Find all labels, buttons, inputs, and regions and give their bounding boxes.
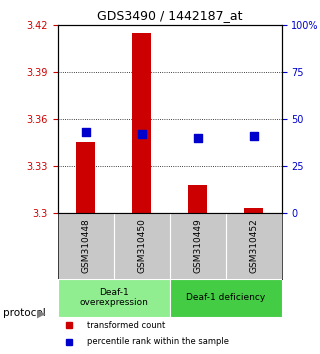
Bar (76, 142, 95, 213)
Bar (244, 208, 263, 213)
Bar (132, 33, 151, 213)
Point (195, 135, 200, 141)
Point (83, 129, 88, 135)
Text: GSM310450: GSM310450 (137, 218, 146, 273)
Bar (188, 185, 207, 213)
Title: GDS3490 / 1442187_at: GDS3490 / 1442187_at (97, 9, 242, 22)
FancyBboxPatch shape (58, 279, 170, 316)
Text: GSM310448: GSM310448 (81, 219, 90, 273)
Text: Deaf-1 deficiency: Deaf-1 deficiency (186, 293, 265, 302)
Text: GSM310452: GSM310452 (249, 219, 258, 273)
Text: percentile rank within the sample: percentile rank within the sample (87, 337, 229, 347)
Text: ▶: ▶ (37, 308, 45, 318)
Text: protocol: protocol (3, 308, 46, 318)
FancyBboxPatch shape (170, 279, 282, 316)
Point (251, 133, 256, 139)
Text: GSM310449: GSM310449 (193, 219, 202, 273)
Point (139, 131, 144, 137)
Text: Deaf-1
overexpression: Deaf-1 overexpression (79, 288, 148, 307)
Text: transformed count: transformed count (87, 320, 165, 330)
